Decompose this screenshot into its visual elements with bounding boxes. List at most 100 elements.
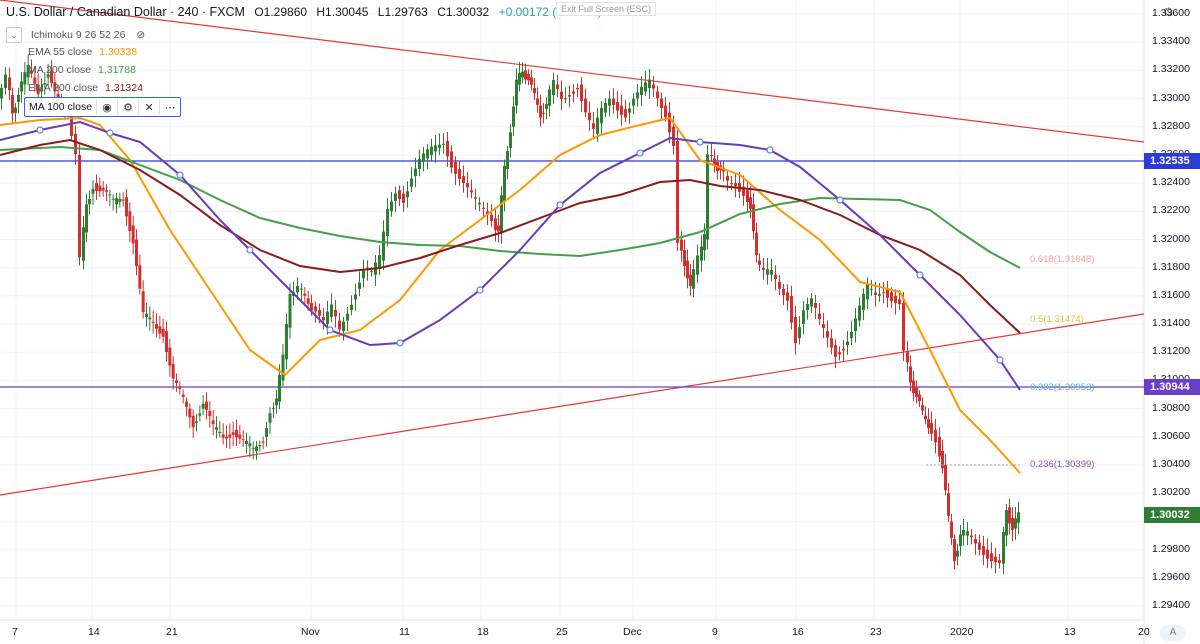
close-icon[interactable]: ✕	[138, 99, 159, 115]
candle-body	[524, 70, 527, 80]
indicator-value: 1.31324	[104, 82, 143, 94]
candle-body	[778, 281, 781, 289]
candle-body	[584, 98, 587, 113]
candle-body	[434, 145, 437, 152]
candle-body	[438, 144, 441, 148]
candle-body	[921, 405, 924, 411]
collapse-chevron-icon[interactable]: ⌄	[6, 27, 22, 43]
candle-body	[912, 380, 915, 394]
candle-body	[810, 298, 813, 307]
candle-body	[1008, 507, 1011, 524]
symbol-title[interactable]: U.S. Dollar / Canadian Dollar · 240 · FX…	[6, 5, 245, 19]
candle-body	[818, 313, 821, 320]
indicator-ichimoku[interactable]: ⌄ Ichimoku 9 26 52 26 ⊘	[6, 27, 145, 43]
indicator-ma200[interactable]: MA 200 close 1.31788	[28, 64, 136, 76]
ema55-line	[0, 116, 1021, 474]
candle-body	[1011, 517, 1014, 530]
price-tick-label: 1.33400	[1152, 35, 1190, 48]
candle-body	[36, 84, 40, 95]
candle-body	[115, 198, 118, 205]
candle-body	[620, 105, 623, 115]
candle-body	[918, 394, 921, 402]
ma100-marker	[396, 339, 404, 347]
candle-body	[1014, 518, 1017, 529]
price-tick-label: 1.33600	[1152, 7, 1190, 19]
candle-body	[195, 421, 198, 423]
settings-gear-icon[interactable]: ⚙	[117, 99, 138, 115]
candle-body	[82, 227, 85, 261]
more-icon[interactable]: ⋯	[159, 99, 180, 115]
indicator-toolbar-ma100[interactable]: MA 100 close ◉ ⚙ ✕ ⋯	[24, 97, 182, 117]
candle-body	[205, 401, 208, 410]
candle-body	[406, 191, 409, 198]
price-tick-label: 1.31200	[1152, 345, 1190, 358]
candle-body	[600, 107, 603, 124]
exit-fullscreen-button[interactable]: Exit Full Screen (ESC)	[556, 2, 657, 16]
candle-body	[470, 190, 473, 193]
indicator-value: 1.30338	[99, 46, 138, 58]
indicator-ema55[interactable]: EMA 55 close 1.30338	[28, 46, 137, 58]
candle-body	[686, 260, 689, 279]
candle-body	[850, 331, 853, 339]
candle-body	[342, 321, 345, 332]
time-tick-label: 11	[399, 626, 410, 638]
candle-body	[466, 183, 469, 188]
chart-settings-gear-icon[interactable]: ⚙	[1163, 5, 1174, 19]
price-tick-label: 1.31800	[1152, 260, 1190, 273]
candle-body	[512, 106, 515, 127]
candle-body	[346, 313, 349, 321]
candle-body	[148, 317, 152, 320]
candle-body	[970, 535, 973, 538]
candle-body	[398, 190, 401, 199]
candle-body	[338, 320, 341, 330]
candle-body	[458, 169, 461, 179]
candle-body	[934, 429, 937, 443]
ma200-line	[0, 145, 1021, 269]
candle-body	[576, 88, 579, 90]
candle-body	[994, 556, 997, 563]
candle-body	[515, 79, 518, 106]
candle-body	[20, 81, 23, 92]
candle-body	[500, 195, 503, 233]
candle-body	[181, 394, 185, 398]
candle-body	[17, 94, 20, 103]
candle-body	[168, 347, 172, 366]
candle-body	[536, 98, 539, 105]
candle-body	[692, 269, 695, 289]
candle-body	[838, 352, 841, 355]
candle-body	[758, 260, 761, 265]
candle-body	[358, 282, 361, 289]
ma100-marker	[766, 146, 774, 154]
candle-body	[241, 439, 245, 441]
candle-body	[521, 71, 524, 78]
candle-body	[592, 123, 595, 129]
candle-body	[974, 539, 977, 544]
candle-body	[548, 89, 551, 106]
candle-body	[703, 234, 706, 251]
candle-body	[268, 413, 272, 423]
candle-body	[33, 77, 37, 84]
candle-body	[814, 302, 817, 308]
hide-eye-icon[interactable]: ⊘	[136, 28, 146, 41]
candle-body	[722, 169, 725, 172]
candle-body	[545, 104, 548, 110]
candle-body	[572, 91, 575, 94]
candle-body	[755, 232, 758, 256]
candle-body	[497, 225, 500, 232]
candle-body	[978, 542, 981, 550]
candle-body	[4, 74, 7, 88]
auto-scale-button[interactable]: A	[1160, 625, 1186, 641]
low-value: L1.29763	[377, 5, 428, 19]
indicator-ema200[interactable]: EMA 200 close 1.31324	[28, 82, 143, 94]
eye-icon[interactable]: ◉	[96, 99, 117, 115]
candle-body	[730, 183, 733, 185]
candle-body	[238, 434, 242, 439]
candle-body	[786, 292, 789, 301]
open-value: O1.29860	[254, 5, 308, 19]
candle-body	[88, 198, 91, 205]
candle-body	[962, 529, 965, 536]
candle-body	[370, 271, 373, 273]
ma100-marker	[916, 271, 924, 279]
ma100-marker	[326, 326, 334, 334]
